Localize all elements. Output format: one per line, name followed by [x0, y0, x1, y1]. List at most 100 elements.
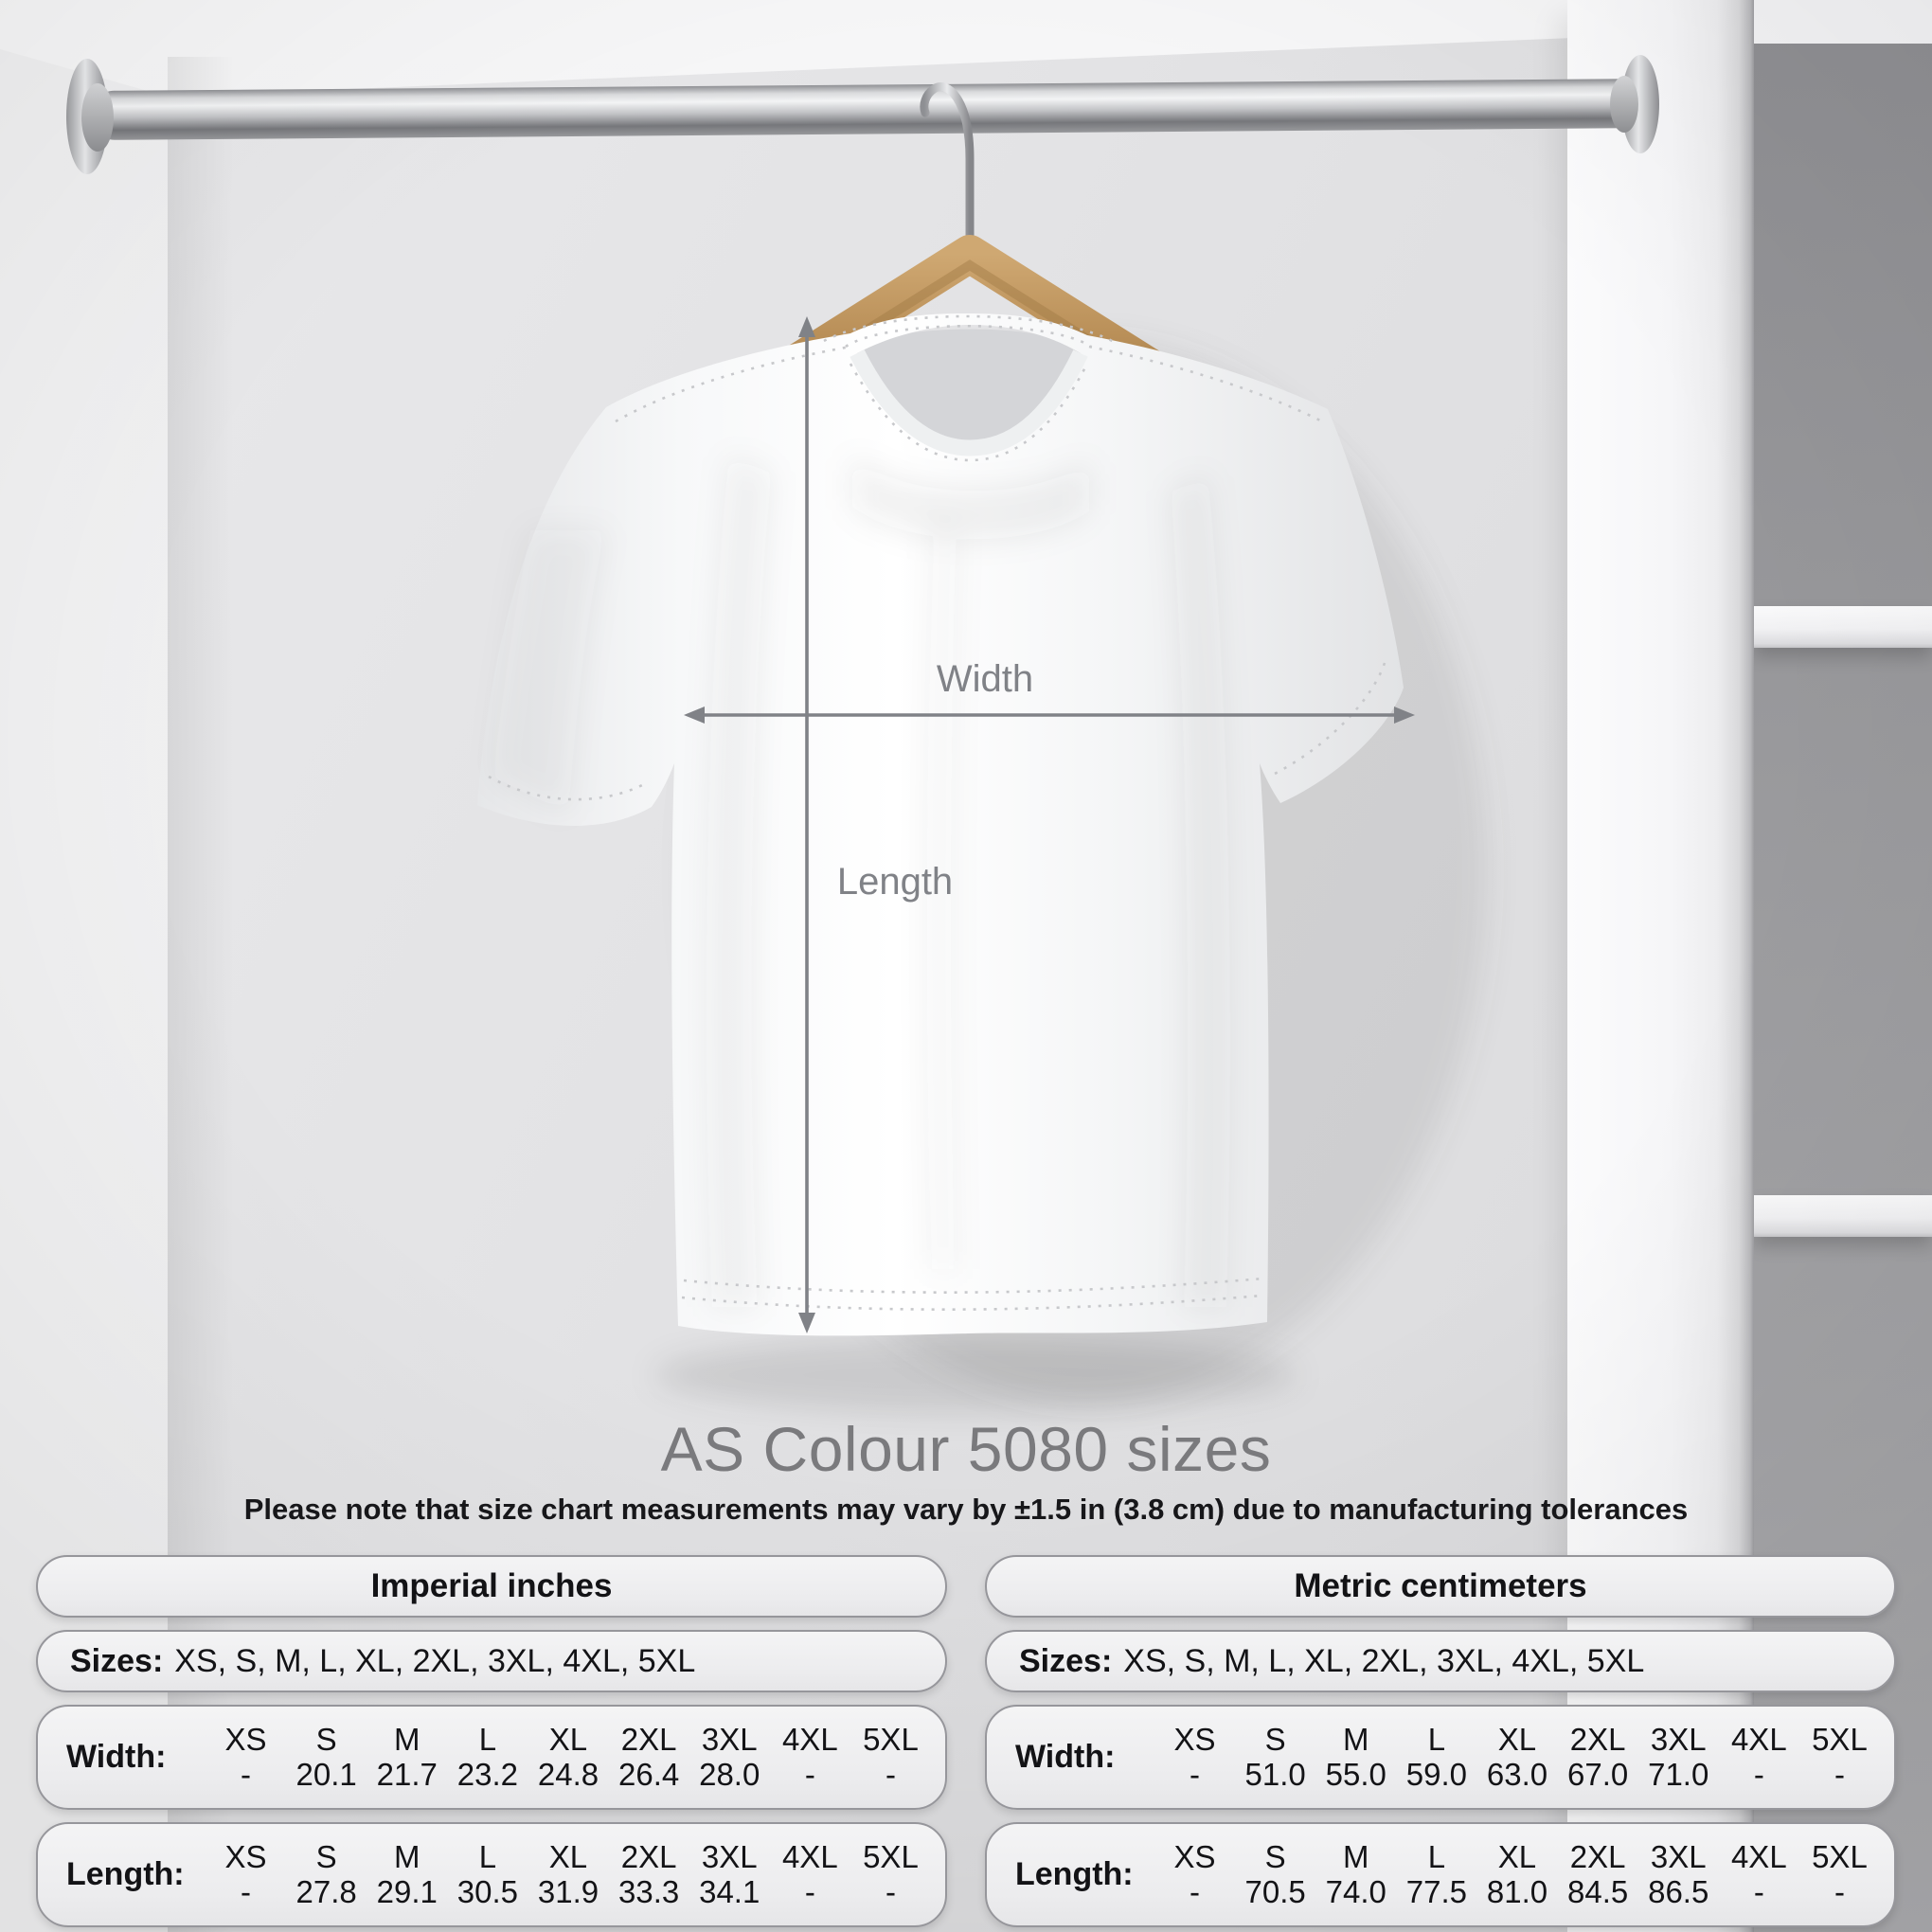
table-imperial-sizes: Sizes: XS, S, M, L, XL, 2XL, 3XL, 4XL, 5… — [36, 1630, 947, 1692]
size-value: - — [1190, 1873, 1201, 1909]
dimension-annotations: Width Length — [684, 316, 1415, 1333]
rod-flange-right-cap — [1610, 76, 1638, 133]
size-column-M: M 74.0 — [1316, 1838, 1395, 1910]
size-name: 3XL — [1650, 1838, 1707, 1874]
size-name: S — [1264, 1838, 1286, 1874]
size-value: 34.1 — [699, 1873, 760, 1909]
size-column-5XL: 5XL - — [1800, 1721, 1879, 1793]
size-name: 2XL — [1569, 1721, 1626, 1757]
size-column-5XL: 5XL - — [851, 1839, 930, 1910]
sizes-list: XS, S, M, L, XL, 2XL, 3XL, 4XL, 5XL — [174, 1642, 696, 1679]
size-value: - — [241, 1756, 252, 1792]
table-imperial-width-row: Width: XS - S 20.1 M 21.7 L 23.2 XL 24.8 2XL 26.4 3X… — [36, 1705, 947, 1810]
row-label: Width: — [1015, 1739, 1116, 1775]
size-column-XL: XL 63.0 — [1477, 1721, 1556, 1793]
size-value: 23.2 — [456, 1756, 518, 1792]
width-label: Width — [937, 658, 1033, 700]
sizes-list: XS, S, M, L, XL, 2XL, 3XL, 4XL, 5XL — [1123, 1642, 1645, 1679]
size-name: 5XL — [1812, 1838, 1868, 1874]
size-value: - — [1834, 1756, 1845, 1792]
size-value: 81.0 — [1486, 1873, 1548, 1909]
size-value: - — [885, 1873, 896, 1909]
table-metric-width-row: Width: XS - S 51.0 M 55.0 L 59.0 XL 63.0 2XL 67.0 3X… — [985, 1705, 1896, 1810]
size-column-XS: XS - — [206, 1722, 285, 1793]
size-column-2XL: 2XL 67.0 — [1559, 1721, 1637, 1793]
tolerance-note: Please note that size chart measurements… — [243, 1493, 1689, 1526]
size-column-XS: XS - — [1155, 1721, 1234, 1793]
shirt-hem-shadow — [653, 1337, 1297, 1413]
size-name: 4XL — [1730, 1721, 1787, 1757]
table-metric: Metric centimeters Sizes: XS, S, M, L, X… — [985, 1555, 1896, 1927]
size-column-3XL: 3XL 71.0 — [1639, 1721, 1718, 1793]
size-value: 20.1 — [295, 1756, 357, 1792]
size-value: 29.1 — [376, 1873, 438, 1909]
size-column-XL: XL 31.9 — [528, 1839, 607, 1910]
table-imperial-header: Imperial inches — [36, 1555, 947, 1618]
table-metric-sizes: Sizes: XS, S, M, L, XL, 2XL, 3XL, 4XL, 5… — [985, 1630, 1896, 1692]
size-column-M: M 29.1 — [367, 1838, 446, 1910]
size-name: 2XL — [620, 1721, 677, 1757]
size-column-S: S 51.0 — [1236, 1721, 1315, 1793]
size-value: 30.5 — [456, 1873, 518, 1909]
tshirt-collar — [850, 349, 1088, 456]
length-arrowhead-bottom — [798, 1313, 815, 1333]
length-values-grid: XS - S 70.5 M 74.0 L 77.5 XL 81.0 2XL 84.5 3XL 86.5 4X… — [1155, 1838, 1879, 1910]
size-name: S — [1264, 1721, 1286, 1757]
size-name: 4XL — [781, 1721, 838, 1757]
table-metric-length-row: Length: XS - S 70.5 M 74.0 L 77.5 XL 81.0 2XL 84.5 3… — [985, 1822, 1896, 1927]
size-value: - — [1834, 1873, 1845, 1909]
size-name: XL — [1497, 1721, 1537, 1757]
wall-corner-shadow — [168, 57, 234, 1932]
size-value: 67.0 — [1566, 1756, 1629, 1792]
size-column-2XL: 2XL 33.3 — [610, 1838, 689, 1910]
size-name: XS — [1173, 1721, 1216, 1757]
size-value: 70.5 — [1244, 1873, 1306, 1909]
size-value: 31.9 — [537, 1873, 599, 1909]
size-name: XS — [224, 1838, 267, 1874]
size-value: 86.5 — [1648, 1873, 1709, 1909]
size-value: 84.5 — [1566, 1873, 1629, 1909]
row-label: Width: — [66, 1739, 167, 1775]
size-name: S — [315, 1838, 337, 1874]
tshirt-stitching — [488, 314, 1386, 1311]
size-column-S: S 20.1 — [287, 1721, 366, 1793]
table-imperial: Imperial inches Sizes: XS, S, M, L, XL, … — [36, 1555, 947, 1927]
size-name: 2XL — [620, 1838, 677, 1874]
length-values-grid: XS - S 27.8 M 29.1 L 30.5 XL 31.9 2XL 33.3 3XL 34.1 4X… — [206, 1838, 930, 1910]
size-name: 5XL — [1812, 1721, 1868, 1757]
size-tables: Imperial inches Sizes: XS, S, M, L, XL, … — [0, 1555, 1932, 1927]
size-column-M: M 21.7 — [367, 1721, 446, 1793]
size-name: M — [1343, 1838, 1369, 1874]
size-name: XL — [1497, 1838, 1537, 1874]
size-name: 3XL — [1650, 1721, 1707, 1757]
width-values-grid: XS - S 51.0 M 55.0 L 59.0 XL 63.0 2XL 67.0 3XL 71.0 4X… — [1155, 1721, 1879, 1793]
shelf-upper — [1754, 606, 1932, 648]
size-name: 2XL — [1569, 1838, 1626, 1874]
size-value: - — [804, 1873, 815, 1909]
size-name: S — [315, 1721, 337, 1757]
size-column-S: S 70.5 — [1236, 1838, 1315, 1910]
rod-flange-left-cap — [81, 83, 114, 152]
length-label: Length — [837, 861, 953, 903]
width-values-grid: XS - S 20.1 M 21.7 L 23.2 XL 24.8 2XL 26.4 3XL 28.0 4X… — [206, 1721, 930, 1793]
size-value: 33.3 — [617, 1873, 680, 1909]
size-name: M — [394, 1838, 420, 1874]
size-name: L — [478, 1721, 497, 1757]
size-column-3XL: 3XL 28.0 — [690, 1722, 769, 1793]
size-column-L: L 30.5 — [448, 1839, 527, 1910]
size-value: 28.0 — [699, 1756, 760, 1792]
sizes-label: Sizes: — [1019, 1642, 1113, 1679]
size-value: 21.7 — [376, 1756, 438, 1792]
size-name: L — [1427, 1721, 1446, 1757]
size-value: 71.0 — [1648, 1756, 1709, 1792]
size-name: 5XL — [863, 1721, 919, 1757]
size-column-2XL: 2XL 26.4 — [610, 1721, 689, 1793]
width-arrowhead-left — [684, 707, 705, 724]
row-label: Length: — [66, 1856, 185, 1892]
size-value: - — [1753, 1873, 1764, 1909]
size-name: XS — [1173, 1838, 1216, 1874]
size-name: M — [394, 1721, 420, 1757]
size-value: 74.0 — [1325, 1873, 1386, 1909]
size-column-3XL: 3XL 86.5 — [1639, 1838, 1718, 1910]
